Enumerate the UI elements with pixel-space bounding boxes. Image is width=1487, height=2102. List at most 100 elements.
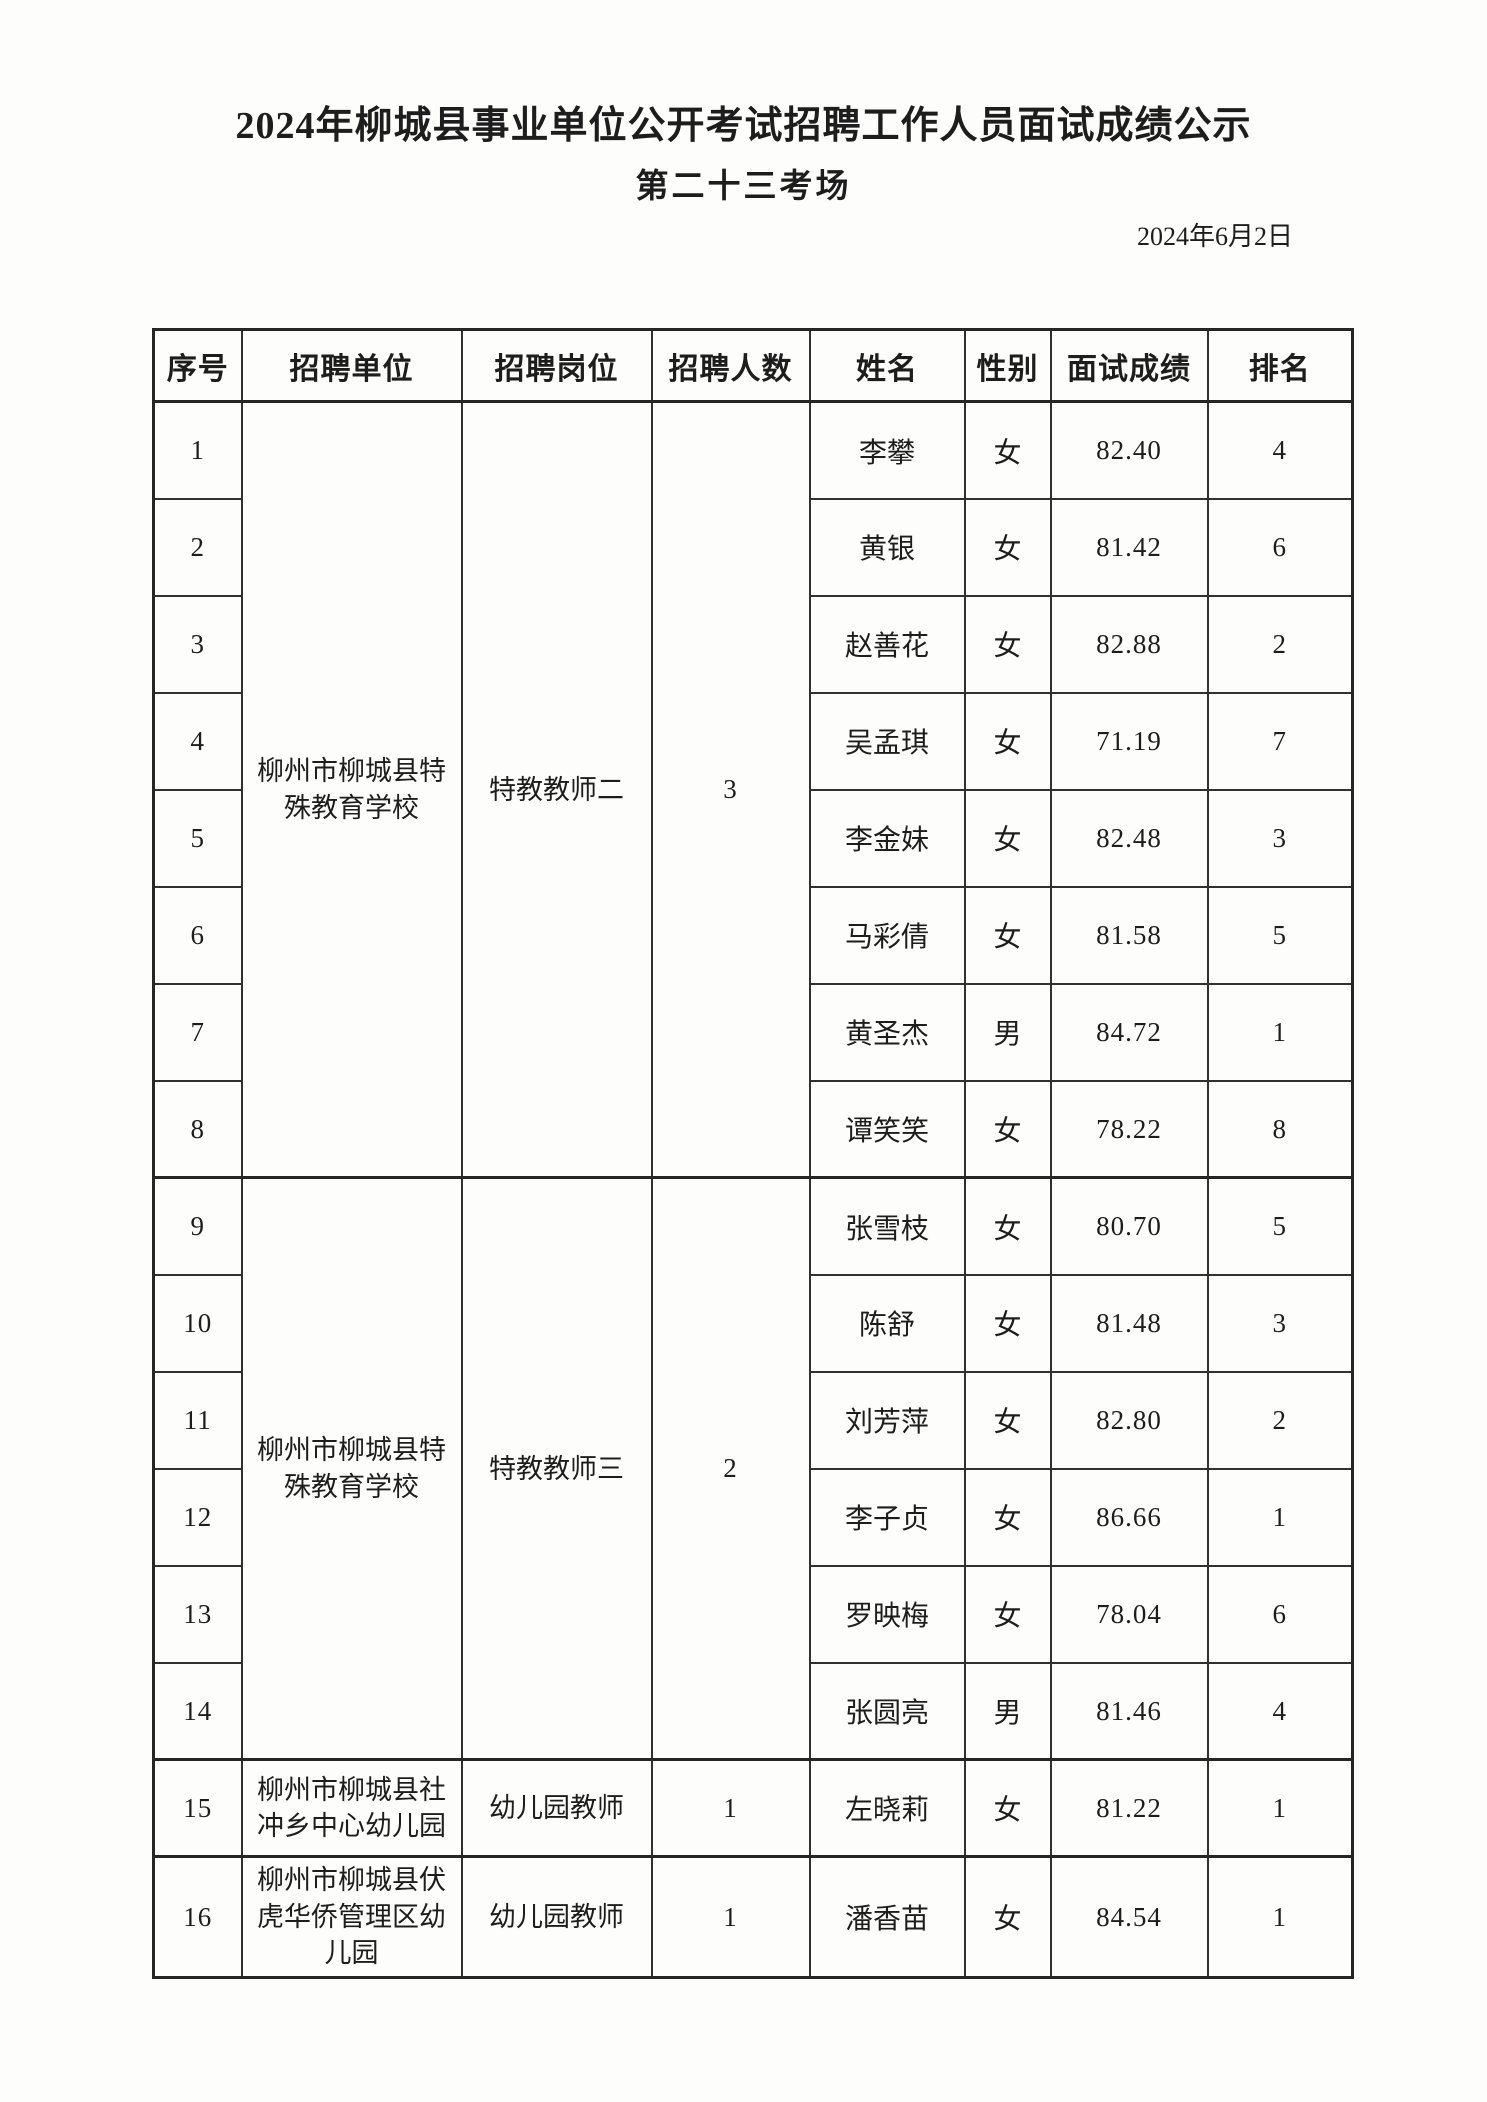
cell-interview-score: 80.70 [1049, 1176, 1209, 1276]
column-header-unit: 招聘单位 [240, 328, 463, 404]
cell-recruiting-position: 幼儿园教师 [460, 1758, 653, 1858]
cell-gender: 女 [963, 1273, 1052, 1373]
column-header-seq: 序号 [152, 328, 243, 404]
cell-gender: 女 [963, 885, 1052, 985]
column-header-rank: 排名 [1206, 328, 1354, 404]
cell-rank: 4 [1206, 1661, 1354, 1761]
cell-recruiting-headcount: 1 [650, 1758, 811, 1858]
cell-recruiting-unit: 柳州市柳城县特殊教育学校 [240, 400, 463, 1179]
cell-sequence-number: 16 [152, 1855, 243, 1979]
column-header-position: 招聘岗位 [460, 328, 653, 404]
column-header-score: 面试成绩 [1049, 328, 1209, 404]
cell-candidate-name: 谭笑笑 [808, 1079, 966, 1179]
cell-sequence-number: 8 [152, 1079, 243, 1179]
cell-interview-score: 82.48 [1049, 788, 1209, 888]
cell-sequence-number: 12 [152, 1467, 243, 1567]
table-row: 1 柳州市柳城县特殊教育学校 特教教师二 3 李攀女 82.40 4 [152, 400, 1354, 1179]
cell-gender: 女 [963, 1370, 1052, 1470]
cell-candidate-name: 潘香苗 [808, 1855, 966, 1979]
cell-candidate-name: 李子贞 [808, 1467, 966, 1567]
cell-gender: 女 [963, 1564, 1052, 1664]
cell-gender: 女 [963, 594, 1052, 694]
cell-interview-score: 84.72 [1049, 982, 1209, 1082]
cell-gender: 女 [963, 1176, 1052, 1276]
cell-recruiting-headcount: 1 [650, 1855, 811, 1979]
table-head: 序号 招聘单位 招聘岗位 招聘人数 姓名 性别 面试成绩 排名 [152, 328, 1354, 404]
cell-rank: 1 [1206, 1467, 1354, 1567]
cell-recruiting-unit: 柳州市柳城县特殊教育学校 [240, 1176, 463, 1761]
cell-sequence-number: 6 [152, 885, 243, 985]
page-subtitle: 第二十三考场 [635, 168, 852, 205]
cell-rank: 3 [1206, 788, 1354, 888]
cell-sequence-number: 1 [152, 400, 243, 500]
cell-gender: 女 [963, 1467, 1052, 1567]
cell-candidate-name: 李攀 [808, 400, 966, 500]
cell-recruiting-unit: 柳州市柳城县伏虎华侨管理区幼儿园 [240, 1855, 463, 1979]
cell-recruiting-headcount: 2 [650, 1176, 811, 1761]
document-date: 2024年6月2日 [1136, 222, 1293, 252]
cell-gender: 男 [963, 1661, 1052, 1761]
table-row: 10 陈舒女 81.48 3 [152, 1273, 1354, 1373]
cell-sequence-number: 4 [152, 691, 243, 791]
table-row: 12 李子贞女 86.66 1 [152, 1467, 1354, 1567]
cell-interview-score: 82.80 [1049, 1370, 1209, 1470]
table-row: 6 马彩倩女 81.58 5 [152, 885, 1354, 985]
cell-interview-score: 84.54 [1049, 1855, 1209, 1979]
cell-interview-score: 82.40 [1049, 400, 1209, 500]
table-row: 2 黄银女 81.42 6 [152, 497, 1354, 597]
table-row: 5 李金妹女 82.48 3 [152, 788, 1354, 888]
cell-candidate-name: 赵善花 [808, 594, 966, 694]
cell-interview-score: 71.19 [1049, 691, 1209, 791]
cell-gender: 女 [963, 788, 1052, 888]
cell-sequence-number: 11 [152, 1370, 243, 1470]
cell-candidate-name: 陈舒 [808, 1273, 966, 1373]
cell-rank: 5 [1206, 885, 1354, 985]
cell-interview-score: 81.46 [1049, 1661, 1209, 1761]
cell-sequence-number: 3 [152, 594, 243, 694]
cell-rank: 8 [1206, 1079, 1354, 1179]
table-row: 9 柳州市柳城县特殊教育学校 特教教师三 2 张雪枝女 80.70 5 [152, 1176, 1354, 1761]
cell-recruiting-position: 特教教师三 [460, 1176, 653, 1761]
cell-sequence-number: 10 [152, 1273, 243, 1373]
table-row: 3 赵善花女 82.88 2 [152, 594, 1354, 694]
cell-sequence-number: 13 [152, 1564, 243, 1664]
table-row: 16 柳州市柳城县伏虎华侨管理区幼儿园 幼儿园教师 1 潘香苗女 84.54 1 [152, 1855, 1354, 1979]
cell-candidate-name: 罗映梅 [808, 1564, 966, 1664]
cell-rank: 1 [1206, 1855, 1354, 1979]
table-row: 15 柳州市柳城县社冲乡中心幼儿园 幼儿园教师 1 左晓莉女 81.22 1 [152, 1758, 1354, 1858]
cell-interview-score: 81.48 [1049, 1273, 1209, 1373]
cell-recruiting-position: 特教教师二 [460, 400, 653, 1179]
cell-recruiting-unit: 柳州市柳城县社冲乡中心幼儿园 [240, 1758, 463, 1858]
cell-candidate-name: 李金妹 [808, 788, 966, 888]
cell-sequence-number: 2 [152, 497, 243, 597]
cell-candidate-name: 刘芳萍 [808, 1370, 966, 1470]
cell-rank: 6 [1206, 1564, 1354, 1664]
cell-recruiting-headcount: 3 [650, 400, 811, 1179]
cell-rank: 2 [1206, 1370, 1354, 1470]
cell-gender: 女 [963, 497, 1052, 597]
cell-gender: 女 [963, 691, 1052, 791]
table-body: 1 柳州市柳城县特殊教育学校 特教教师二 3 李攀女 82.40 4 2 黄银女 81.42 6 3 赵… [152, 400, 1354, 1979]
cell-sequence-number: 5 [152, 788, 243, 888]
column-header-name: 姓名 [808, 328, 966, 404]
cell-sequence-number: 9 [152, 1176, 243, 1276]
column-header-gender: 性别 [963, 328, 1052, 404]
cell-gender: 女 [963, 1079, 1052, 1179]
cell-candidate-name: 张雪枝 [808, 1176, 966, 1276]
cell-rank: 6 [1206, 497, 1354, 597]
cell-rank: 4 [1206, 400, 1354, 500]
cell-interview-score: 86.66 [1049, 1467, 1209, 1567]
page-title: 2024年柳城县事业单位公开考试招聘工作人员面试成绩公示 [235, 105, 1252, 147]
table-row: 11 刘芳萍女 82.80 2 [152, 1370, 1354, 1470]
cell-candidate-name: 张圆亮 [808, 1661, 966, 1761]
cell-candidate-name: 马彩倩 [808, 885, 966, 985]
cell-gender: 女 [963, 1758, 1052, 1858]
interview-scores-table: 序号 招聘单位 招聘岗位 招聘人数 姓名 性别 面试成绩 排名 1 柳州市柳城县特殊教育学校 特教… [152, 328, 1354, 1979]
cell-interview-score: 81.22 [1049, 1758, 1209, 1858]
cell-interview-score: 82.88 [1049, 594, 1209, 694]
cell-rank: 2 [1206, 594, 1354, 694]
cell-interview-score: 78.22 [1049, 1079, 1209, 1179]
cell-rank: 5 [1206, 1176, 1354, 1276]
cell-gender: 女 [963, 400, 1052, 500]
cell-sequence-number: 14 [152, 1661, 243, 1761]
